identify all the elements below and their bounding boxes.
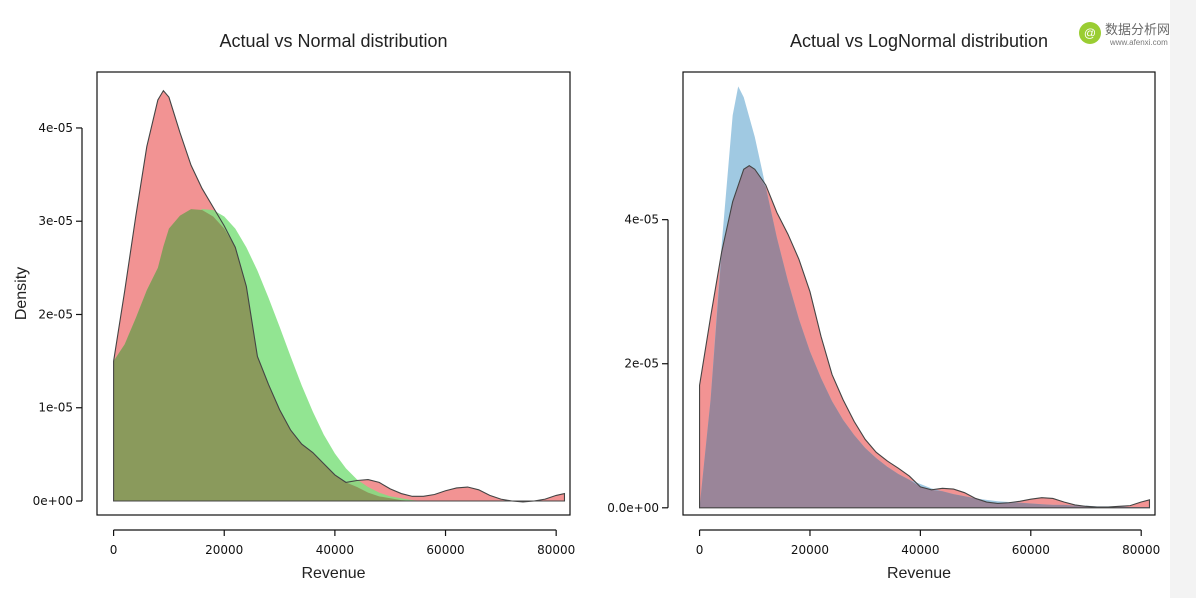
right-x-tick-label: 60000 bbox=[1012, 543, 1050, 557]
left-y-tick-label: 0e+00 bbox=[33, 494, 73, 508]
right-y-tick-label: 4e-05 bbox=[624, 213, 659, 227]
watermark-chinese-text: 数据分析网 bbox=[1105, 23, 1170, 38]
right-x-tick-label: 20000 bbox=[791, 543, 829, 557]
watermark-logo-icon bbox=[1079, 22, 1101, 44]
watermark: @ 数据分析网 www.afenxi.com bbox=[1079, 22, 1170, 47]
right-y-tick-label: 0.0e+00 bbox=[607, 501, 659, 515]
right-x-tick-label: 80000 bbox=[1122, 543, 1160, 557]
left-y-tick-label: 3e-05 bbox=[38, 214, 73, 228]
right-edge-shade bbox=[1170, 0, 1196, 598]
left-chart-title: Actual vs Normal distribution bbox=[219, 31, 447, 51]
left-y-tick-label: 1e-05 bbox=[38, 401, 73, 415]
left-chart-panel: Actual vs Normal distribution Revenue Dens… bbox=[13, 31, 575, 582]
left-x-axis-label: Revenue bbox=[301, 565, 365, 582]
left-y-tick-label: 4e-05 bbox=[38, 121, 73, 135]
right-overlap-density-area bbox=[699, 165, 1150, 508]
right-actual-density-outline bbox=[699, 164, 1151, 509]
right-plot-frame bbox=[682, 71, 1156, 516]
left-x-tick-label: 80000 bbox=[537, 543, 575, 557]
watermark-url-text: www.afenxi.com bbox=[1109, 38, 1168, 47]
left-plot-area bbox=[113, 89, 566, 503]
left-y-tick-label: 2e-05 bbox=[38, 307, 73, 321]
left-x-tick-label: 60000 bbox=[426, 543, 464, 557]
left-y-axis-label: Density bbox=[13, 267, 30, 320]
left-actual-density-outline bbox=[113, 89, 566, 503]
watermark-logo-glyph: @ bbox=[1084, 26, 1096, 40]
left-overlap-density-area bbox=[113, 209, 565, 502]
right-chart-title: Actual vs LogNormal distribution bbox=[790, 31, 1048, 51]
left-x-tick-label: 20000 bbox=[205, 543, 243, 557]
right-y-tick-label: 2e-05 bbox=[624, 357, 659, 371]
left-x-tick-label: 40000 bbox=[316, 543, 354, 557]
right-x-axis-label: Revenue bbox=[887, 565, 951, 582]
right-x-tick-label: 40000 bbox=[901, 543, 939, 557]
right-plot-area bbox=[699, 86, 1151, 509]
right-chart-panel: Actual vs LogNormal distribution Revenue 0… bbox=[607, 31, 1160, 582]
right-x-tick-label: 0 bbox=[696, 543, 704, 557]
left-x-tick-label: 0 bbox=[110, 543, 118, 557]
left-plot-frame bbox=[96, 71, 571, 516]
